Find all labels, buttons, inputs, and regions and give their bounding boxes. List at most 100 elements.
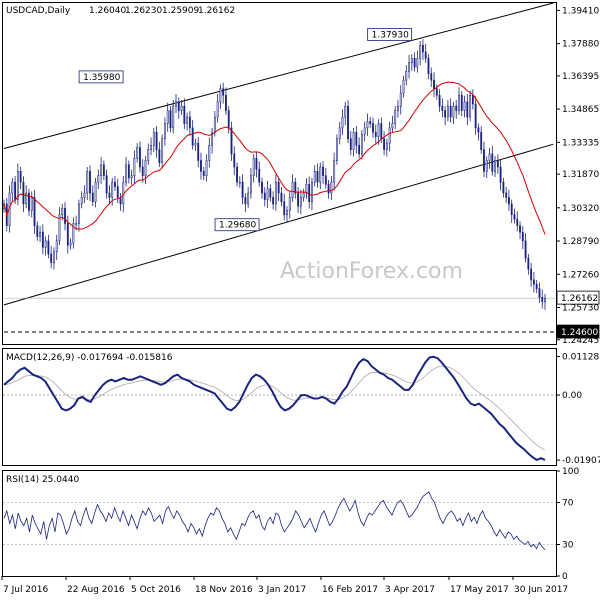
candle-body [466, 101, 469, 118]
price-tick-label: 1.33335 [562, 138, 599, 148]
candle-body [294, 181, 297, 194]
candle-body [155, 131, 158, 150]
candle-body [277, 181, 280, 194]
x-tick-label: 5 Oct 2016 [131, 585, 181, 595]
candle-body [238, 181, 241, 184]
candle-body [163, 123, 166, 140]
candle-body [516, 218, 519, 226]
candle-body [535, 283, 538, 289]
candle-body [263, 192, 266, 200]
macd-line [3, 355, 546, 462]
candle-body [161, 138, 164, 163]
candle-body [480, 131, 483, 150]
watermark: ActionForex.com [280, 259, 463, 284]
candle-body [105, 175, 108, 194]
candle-body [233, 153, 236, 168]
candle-body [136, 147, 139, 159]
candle-body [308, 184, 311, 203]
candle-body [97, 175, 100, 183]
price-tick-label: 1.36395 [562, 72, 599, 82]
candle-body [374, 131, 377, 137]
candle-body [16, 171, 19, 200]
candle-body [377, 123, 380, 137]
candle-body [463, 101, 466, 111]
candle-body [269, 188, 272, 198]
candle-body [36, 225, 39, 237]
candle-body [319, 166, 322, 183]
candle-body [11, 181, 14, 194]
candle-body [427, 58, 430, 74]
candle-body [510, 203, 513, 216]
candle-body [474, 103, 477, 129]
x-tick-label: 7 Jul 2016 [3, 585, 48, 595]
candle-body [200, 160, 202, 172]
candle-body [338, 127, 341, 140]
candle-body [397, 105, 399, 111]
ohlc-close: 1.26162 [198, 6, 235, 16]
candle-body [469, 95, 472, 118]
candle-body [141, 166, 144, 176]
rsi-tick-label: 30 [562, 541, 574, 551]
channel-line-1 [3, 143, 554, 306]
candle-body [344, 105, 347, 118]
candle-body [355, 131, 358, 146]
candle-body [485, 160, 488, 172]
price-tick-label: 1.39410 [562, 6, 599, 16]
candle-body [502, 181, 505, 194]
candle-body [410, 58, 413, 64]
x-tick-label: 17 May 2017 [450, 585, 509, 595]
candle-body [347, 105, 349, 140]
candle-body [302, 192, 305, 198]
candle-body [144, 160, 147, 176]
annotation-label: 1.37930 [372, 31, 409, 41]
candle-body [455, 105, 458, 111]
candle-body [391, 123, 394, 129]
candle-body [61, 207, 64, 216]
candle-body [266, 188, 269, 200]
candle-body [524, 240, 527, 259]
candle-body [261, 181, 263, 194]
level-price-label: 1.24600 [556, 324, 600, 339]
candle-body [297, 192, 300, 207]
macd-panel-frame [2, 348, 557, 466]
candle-body [44, 240, 47, 248]
candle-body [322, 166, 324, 176]
current-price-label: 1.26162 [556, 290, 600, 305]
candle-body [127, 164, 130, 179]
candle-body [305, 184, 308, 194]
candle-body [230, 127, 233, 155]
candle-body [416, 58, 419, 68]
candle-body [311, 181, 313, 203]
ohlc-low: 1.25909 [162, 6, 199, 16]
candle-body [47, 240, 50, 255]
candle-body [477, 127, 480, 133]
current-price-box [556, 290, 600, 305]
price-tick-label: 1.25730 [562, 304, 599, 314]
candle-body [222, 88, 225, 96]
x-tick-label: 3 Jan 2017 [258, 585, 306, 595]
candle-body [100, 164, 103, 176]
y-axis-labels: 1.39410 1.37880 1.36395 1.34865 1.33335 1.318… [556, 6, 600, 582]
candle-body [91, 192, 94, 203]
candle-body [349, 138, 352, 150]
candle-body [208, 144, 211, 161]
candle-body [80, 197, 83, 205]
candle-body [150, 144, 152, 150]
candle-body [86, 171, 89, 194]
candle-body [122, 181, 125, 205]
candle-body [53, 251, 55, 263]
candle-body [341, 116, 344, 129]
candle-body [383, 138, 386, 150]
annotation-box [367, 28, 413, 41]
candle-body [94, 181, 97, 203]
candle-body [211, 131, 213, 146]
candle-body [358, 144, 361, 155]
candle-body [299, 197, 302, 207]
candle-body [521, 231, 524, 242]
macd-title: MACD(12,26,9) -0.017694 -0.015816 [6, 353, 173, 363]
candle-body [435, 88, 438, 96]
candle-body [424, 51, 427, 59]
price-series [3, 2, 556, 333]
candle-body [488, 153, 491, 161]
